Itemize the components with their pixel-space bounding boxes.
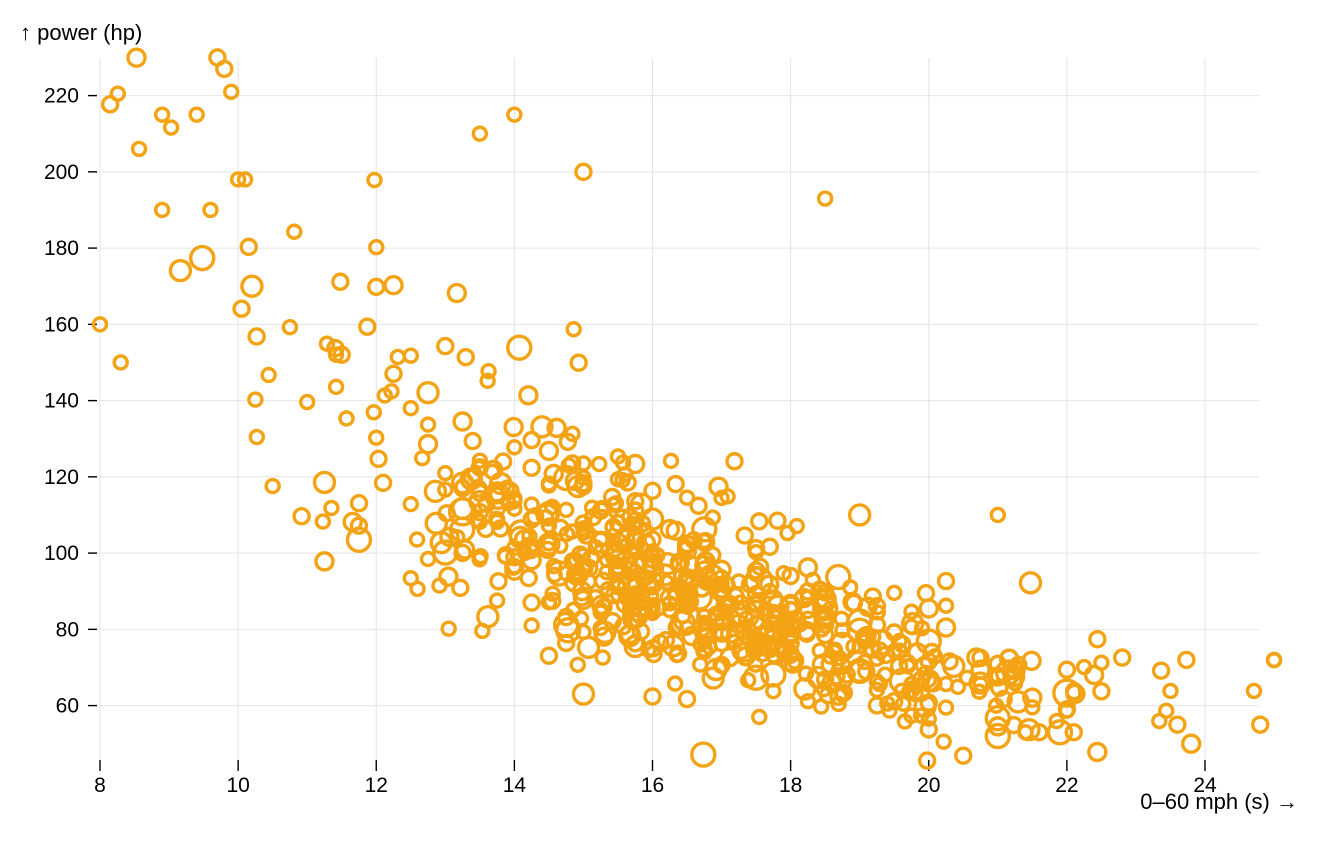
svg-text:10: 10 (226, 774, 249, 797)
svg-text:220: 220 (44, 85, 79, 108)
svg-text:18: 18 (779, 774, 802, 797)
svg-text:24: 24 (1193, 774, 1217, 797)
svg-text:↑ power (hp): ↑ power (hp) (20, 20, 142, 45)
svg-text:8: 8 (94, 774, 106, 797)
svg-text:12: 12 (365, 774, 388, 797)
svg-text:120: 120 (44, 466, 79, 489)
svg-text:180: 180 (44, 237, 79, 260)
svg-text:80: 80 (56, 618, 79, 641)
svg-text:60: 60 (56, 695, 79, 718)
svg-text:14: 14 (503, 774, 527, 797)
svg-text:22: 22 (1055, 774, 1078, 797)
svg-text:0–60 mph (s) →: 0–60 mph (s) → (1140, 789, 1298, 814)
svg-text:160: 160 (44, 313, 79, 336)
svg-text:20: 20 (917, 774, 940, 797)
svg-text:200: 200 (44, 161, 79, 184)
svg-text:16: 16 (641, 774, 664, 797)
svg-text:140: 140 (44, 390, 79, 413)
svg-text:100: 100 (44, 542, 79, 565)
